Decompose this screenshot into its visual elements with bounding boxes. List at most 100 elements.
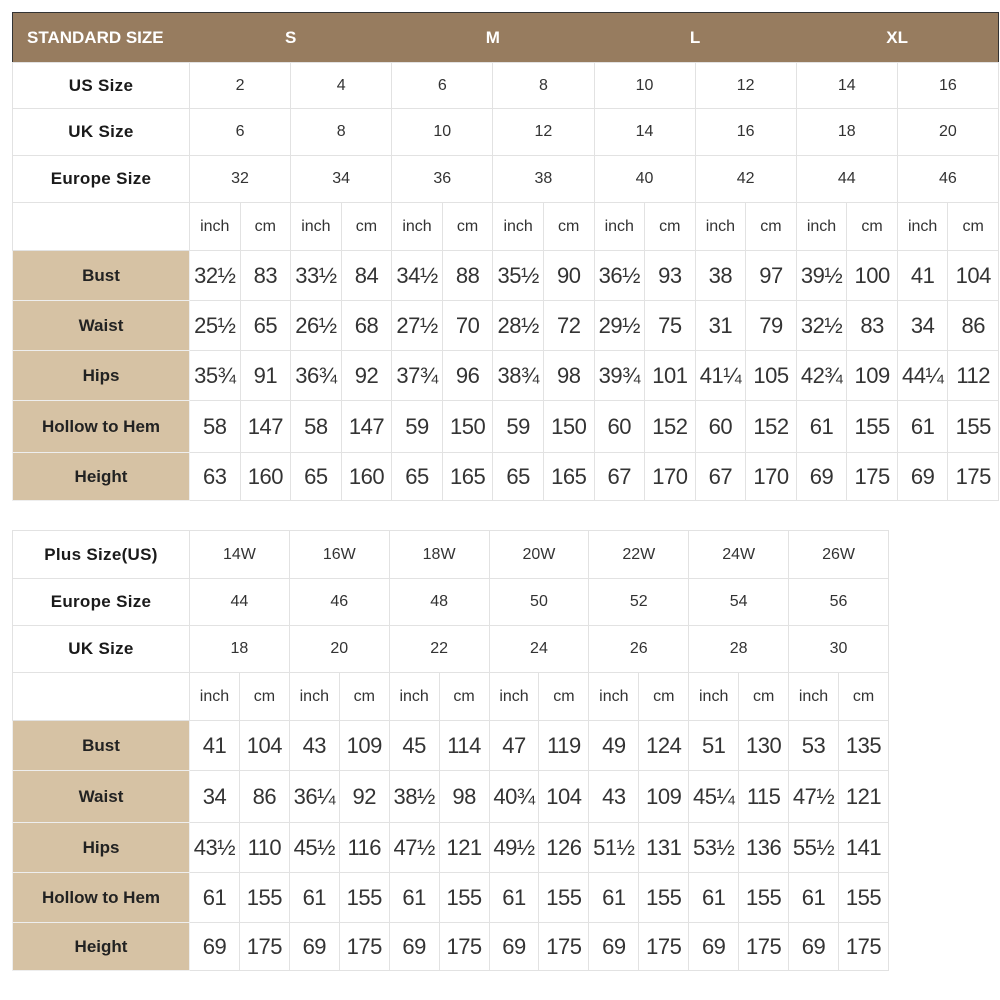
measure-value: 86 <box>947 300 999 351</box>
measure-value: 43 <box>588 770 640 823</box>
measure-value: 75 <box>644 300 696 351</box>
size-value: 8 <box>492 62 595 109</box>
measure-value: 98 <box>542 350 595 401</box>
size-value: 14 <box>795 62 898 109</box>
row-label: UK Size <box>12 625 190 673</box>
unit-cm: cm <box>738 672 790 721</box>
measure-value: 150 <box>542 400 595 453</box>
row-label: Plus Size(US) <box>12 530 190 579</box>
measure-value: 37¾ <box>391 350 443 401</box>
blank-cell <box>12 672 190 721</box>
measure-value: 175 <box>738 922 790 971</box>
size-row: UK Size 6 8 10 12 14 16 18 20 <box>12 108 1000 156</box>
unit-cm: cm <box>538 672 590 721</box>
size-value: 22 <box>388 625 490 673</box>
size-value: 18 <box>795 108 898 156</box>
unit-inch: inch <box>896 202 949 251</box>
measure-value: 69 <box>795 452 848 501</box>
measure-value: 155 <box>438 872 490 923</box>
measure-value: 39½ <box>795 250 848 301</box>
measure-row: Bust 41 104 43 109 45 114 47 119 49 124 51 130 53 135 <box>12 720 890 771</box>
measure-row: Hips 35¾ 91 36¾ 92 37¾ 96 38¾ 98 39¾ 101 41¼ 105 42¾ 1… <box>12 350 999 401</box>
measure-value: 155 <box>538 872 590 923</box>
measure-value: 96 <box>441 350 494 401</box>
measure-value: 92 <box>338 770 390 823</box>
size-value: 26W <box>788 530 889 579</box>
measure-value: 32½ <box>189 250 241 301</box>
size-value: 20 <box>896 108 1000 156</box>
measure-value: 51½ <box>588 822 640 873</box>
size-value: 42 <box>694 155 797 203</box>
measure-value: 69 <box>896 452 949 501</box>
size-value: 54 <box>688 578 790 626</box>
measure-value: 155 <box>338 872 390 923</box>
unit-cm: cm <box>745 202 797 251</box>
unit-cm: cm <box>340 202 393 251</box>
measure-value: 45½ <box>288 822 340 873</box>
measure-value: 141 <box>837 822 890 873</box>
unit-cm: cm <box>338 672 390 721</box>
measure-label: Hollow to Hem <box>12 872 190 923</box>
measure-value: 33½ <box>290 250 342 301</box>
measure-value: 152 <box>745 400 797 453</box>
size-value: 26 <box>588 625 690 673</box>
unit-cm: cm <box>947 202 999 251</box>
size-value: 24 <box>488 625 590 673</box>
size-value: 12 <box>492 108 595 156</box>
header-label: STANDARD SIZE <box>12 12 190 63</box>
measure-value: 38¾ <box>492 350 544 401</box>
measure-value: 49½ <box>488 822 540 873</box>
measure-row: Hips 43½ 110 45½ 116 47½ 121 49½ 126 51½ 131 53½ 136… <box>12 822 890 873</box>
unit-row: inch cm inch cm inch cm inch cm inch cm inch cm inch… <box>12 202 999 251</box>
measure-value: 175 <box>438 922 490 971</box>
measure-value: 49 <box>588 720 640 771</box>
measure-value: 69 <box>189 922 240 971</box>
size-value: 18W <box>388 530 490 579</box>
size-value: 50 <box>488 578 590 626</box>
measure-value: 121 <box>438 822 490 873</box>
measure-value: 53 <box>788 720 839 771</box>
size-value: 32 <box>188 155 292 203</box>
unit-cm: cm <box>239 202 292 251</box>
measure-value: 65 <box>492 452 544 501</box>
measure-value: 61 <box>588 872 640 923</box>
measure-value: 155 <box>638 872 690 923</box>
measure-value: 175 <box>947 452 999 501</box>
unit-inch: inch <box>290 202 342 251</box>
unit-inch: inch <box>795 202 848 251</box>
size-row: US Size 2 4 6 8 10 12 14 16 <box>12 62 1000 109</box>
size-group-l: L <box>594 12 797 63</box>
measure-value: 44¼ <box>896 350 949 401</box>
measure-label: Waist <box>12 770 190 823</box>
measure-value: 36¼ <box>288 770 340 823</box>
size-value: 28 <box>688 625 790 673</box>
measure-value: 109 <box>638 770 690 823</box>
measure-value: 43½ <box>189 822 240 873</box>
unit-cm: cm <box>542 202 595 251</box>
size-row: Plus Size(US) 14W 16W 18W 20W 22W 24W 26W <box>12 530 889 579</box>
measure-value: 35¾ <box>189 350 241 401</box>
measure-value: 175 <box>638 922 690 971</box>
measure-value: 165 <box>542 452 595 501</box>
measure-value: 39¾ <box>593 350 646 401</box>
measure-value: 115 <box>738 770 790 823</box>
measure-value: 45¼ <box>688 770 740 823</box>
measure-value: 63 <box>189 452 241 501</box>
measure-value: 60 <box>593 400 646 453</box>
measure-value: 65 <box>239 300 292 351</box>
measure-value: 160 <box>340 452 393 501</box>
unit-inch: inch <box>189 202 241 251</box>
size-value: 22W <box>588 530 690 579</box>
measure-value: 135 <box>837 720 890 771</box>
unit-inch: inch <box>391 202 443 251</box>
size-value: 16 <box>694 108 797 156</box>
measure-row: Waist 25½ 65 26½ 68 27½ 70 28½ 72 29½ 75 31 79 32½ 83 3… <box>12 300 999 351</box>
size-value: 48 <box>388 578 490 626</box>
measure-value: 69 <box>688 922 740 971</box>
unit-cm: cm <box>644 202 696 251</box>
standard-size-chart: STANDARD SIZE S M L XL US Size 2 4 6 8 10 12 14 16 UK … <box>12 12 1000 501</box>
measure-value: 92 <box>340 350 393 401</box>
measure-value: 105 <box>745 350 797 401</box>
measure-value: 59 <box>492 400 544 453</box>
size-value: 2 <box>188 62 292 109</box>
